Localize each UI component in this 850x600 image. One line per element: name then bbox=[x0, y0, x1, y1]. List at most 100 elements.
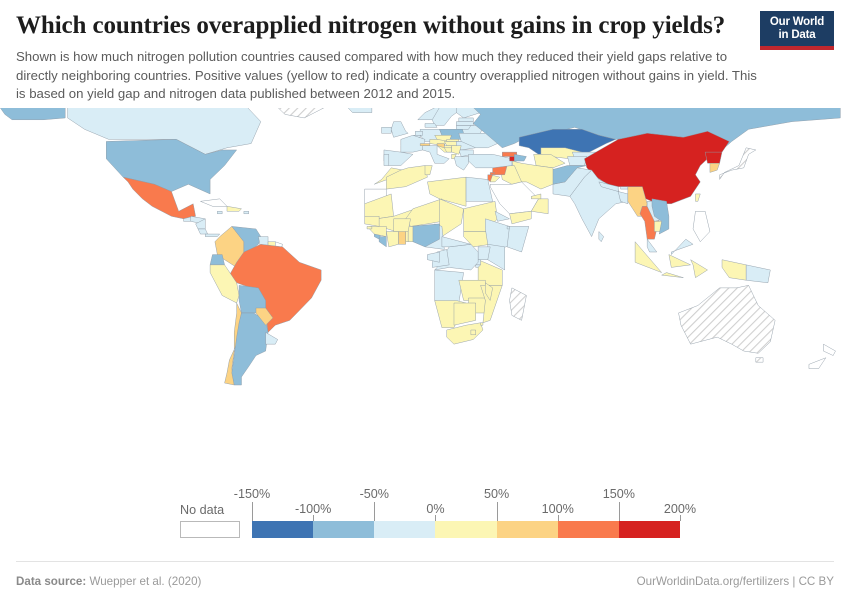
country-ireland[interactable]: Ireland bbox=[382, 128, 392, 134]
country-indonesia[interactable]: Indonesia bbox=[669, 255, 691, 268]
legend-bin-6[interactable] bbox=[618, 521, 680, 538]
legend-bin-4[interactable] bbox=[496, 521, 558, 538]
country-estonia[interactable]: Estonia bbox=[459, 118, 473, 122]
country-canada[interactable]: Canada bbox=[68, 108, 261, 154]
country-indonesia[interactable]: Indonesia bbox=[722, 260, 746, 281]
country-uae[interactable]: UAE bbox=[531, 194, 541, 199]
country-yemen[interactable]: Yemen bbox=[510, 211, 532, 224]
country-unitedkingdom[interactable]: UnitedKingdom bbox=[391, 122, 408, 138]
country-ivorycoast[interactable]: IvoryCoast bbox=[386, 232, 398, 247]
country-papuanewguinea[interactable]: PapuaNewGuinea bbox=[746, 265, 770, 283]
country-france[interactable]: France bbox=[401, 135, 425, 152]
country-philippines[interactable]: Philippines bbox=[693, 211, 710, 241]
country-puertorico[interactable]: PuertoRico bbox=[244, 211, 249, 214]
country-denmark[interactable]: Denmark bbox=[425, 124, 437, 128]
country-niger[interactable]: Niger bbox=[406, 199, 442, 227]
country-peru[interactable]: Peru bbox=[210, 265, 239, 303]
country-finland[interactable]: Finland bbox=[456, 108, 480, 118]
country-turkey[interactable]: Turkey bbox=[468, 155, 511, 169]
country-mozambique[interactable]: Mozambique bbox=[481, 286, 503, 323]
country-libya[interactable]: Libya bbox=[427, 177, 466, 206]
country-costarica[interactable]: CostaRica bbox=[198, 229, 208, 234]
country-guineabissau[interactable]: GuineaBissau bbox=[367, 227, 372, 230]
country-djibouti[interactable]: Djibouti bbox=[507, 227, 509, 230]
country-jamaica[interactable]: Jamaica bbox=[217, 211, 222, 214]
country-taiwan[interactable]: Taiwan bbox=[695, 194, 700, 201]
country-united-states[interactable]: United States bbox=[0, 108, 65, 120]
legend-bin-1[interactable] bbox=[313, 521, 375, 538]
country-somalia[interactable]: Somalia bbox=[507, 227, 529, 253]
country-netherlands[interactable]: Netherlands bbox=[415, 131, 422, 135]
country-bosnia[interactable]: Bosnia bbox=[444, 148, 451, 152]
world-map-svg[interactable]: GreenlandCanadaCanadaUnited StatesUnited… bbox=[0, 108, 850, 468]
country-car[interactable]: CAR bbox=[442, 237, 471, 247]
country-bhutan[interactable]: Bhutan bbox=[621, 187, 628, 189]
country-australia[interactable]: Australia bbox=[756, 358, 763, 362]
country-eswatini[interactable]: Eswatini bbox=[481, 323, 483, 325]
country-azerbaijan[interactable]: Azerbaijan bbox=[514, 155, 526, 162]
country-gabon[interactable]: Gabon bbox=[427, 252, 439, 262]
country-northkorea[interactable]: NorthKorea bbox=[705, 152, 722, 163]
country-liberia[interactable]: Liberia bbox=[379, 237, 386, 247]
country-slovakia[interactable]: Slovakia bbox=[447, 140, 459, 142]
legend-bin-3[interactable] bbox=[435, 521, 497, 538]
country-egypt[interactable]: Egypt bbox=[466, 177, 493, 201]
world-map[interactable]: GreenlandCanadaCanadaUnited StatesUnited… bbox=[0, 108, 850, 489]
country-malaysia[interactable]: Malaysia bbox=[671, 239, 693, 254]
country-madagascar[interactable]: Madagascar bbox=[510, 288, 527, 320]
country-newzealand[interactable]: NewZealand bbox=[823, 344, 835, 355]
country-portugal[interactable]: Portugal bbox=[384, 155, 389, 166]
country-latvia[interactable]: Latvia bbox=[456, 122, 473, 126]
country-vietnam[interactable]: Vietnam bbox=[652, 199, 669, 234]
legend-bin-0[interactable] bbox=[252, 521, 314, 538]
country-slovenia[interactable]: Slovenia bbox=[437, 144, 444, 148]
country-turkmenistan[interactable]: Turkmenistan bbox=[534, 155, 565, 169]
country-panama[interactable]: Panama bbox=[205, 234, 219, 237]
country-srilanka[interactable]: SriLanka bbox=[599, 232, 604, 242]
footer-attribution[interactable]: OurWorldinData.org/fertilizers | CC BY bbox=[636, 574, 834, 588]
country-newzealand[interactable]: NewZealand bbox=[809, 358, 826, 369]
legend-color-bins[interactable] bbox=[252, 521, 680, 538]
country-algeria[interactable]: Algeria bbox=[386, 166, 427, 190]
country-zambia[interactable]: Zambia bbox=[459, 280, 486, 300]
country-eritrea[interactable]: Eritrea bbox=[495, 211, 509, 221]
country-switzerland[interactable]: Switzerland bbox=[420, 144, 430, 146]
country-australia[interactable]: Australia bbox=[679, 286, 776, 354]
country-greece[interactable]: Greece bbox=[454, 157, 468, 171]
legend-no-data-swatch[interactable] bbox=[180, 521, 240, 538]
country-malaysia[interactable]: Malaysia bbox=[647, 239, 657, 252]
country-lithuania[interactable]: Lithuania bbox=[456, 126, 470, 130]
country-angola[interactable]: Angola bbox=[435, 270, 464, 303]
country-paraguay[interactable]: Paraguay bbox=[256, 308, 273, 325]
country-bangladesh[interactable]: Bangladesh bbox=[618, 192, 628, 204]
country-italy[interactable]: Italy bbox=[423, 146, 450, 164]
country-ecuador[interactable]: Ecuador bbox=[210, 255, 224, 265]
country-southafrica[interactable]: SouthAfrica bbox=[447, 323, 483, 344]
country-chad[interactable]: Chad bbox=[439, 199, 463, 237]
country-albania[interactable]: Albania bbox=[452, 155, 457, 159]
country-lesotho[interactable]: Lesotho bbox=[471, 330, 476, 335]
country-indonesia[interactable]: Indonesia bbox=[662, 273, 684, 278]
country-southsudan[interactable]: SouthSudan bbox=[464, 232, 491, 247]
country-indonesia[interactable]: Indonesia bbox=[691, 260, 708, 278]
country-uruguay[interactable]: Uruguay bbox=[266, 333, 278, 345]
country-botswana[interactable]: Botswana bbox=[454, 303, 476, 325]
country-southkorea[interactable]: SouthKorea bbox=[710, 163, 720, 172]
country-indonesia[interactable]: Indonesia bbox=[635, 242, 662, 273]
owid-logo[interactable]: Our World in Data bbox=[760, 11, 834, 50]
legend-bin-5[interactable] bbox=[557, 521, 619, 538]
country-tajikistan[interactable]: Tajikistan bbox=[567, 157, 586, 166]
country-cuba[interactable]: Cuba bbox=[200, 199, 227, 206]
country-oman[interactable]: Oman bbox=[531, 199, 548, 214]
country-malawi[interactable]: Malawi bbox=[485, 283, 492, 301]
country-greenland[interactable]: Greenland bbox=[261, 108, 360, 118]
country-japan[interactable]: Japan bbox=[720, 148, 756, 180]
country-lebanon[interactable]: Lebanon bbox=[490, 173, 495, 175]
country-burundi[interactable]: Burundi bbox=[476, 265, 481, 268]
country-burkinafaso[interactable]: BurkinaFaso bbox=[394, 219, 411, 232]
country-senegal[interactable]: Senegal bbox=[365, 216, 379, 226]
country-iceland[interactable]: Iceland bbox=[348, 108, 372, 113]
country-tunisia[interactable]: Tunisia bbox=[425, 166, 432, 175]
country-hispaniola[interactable]: Hispaniola bbox=[227, 206, 241, 211]
legend-bin-2[interactable] bbox=[374, 521, 436, 538]
